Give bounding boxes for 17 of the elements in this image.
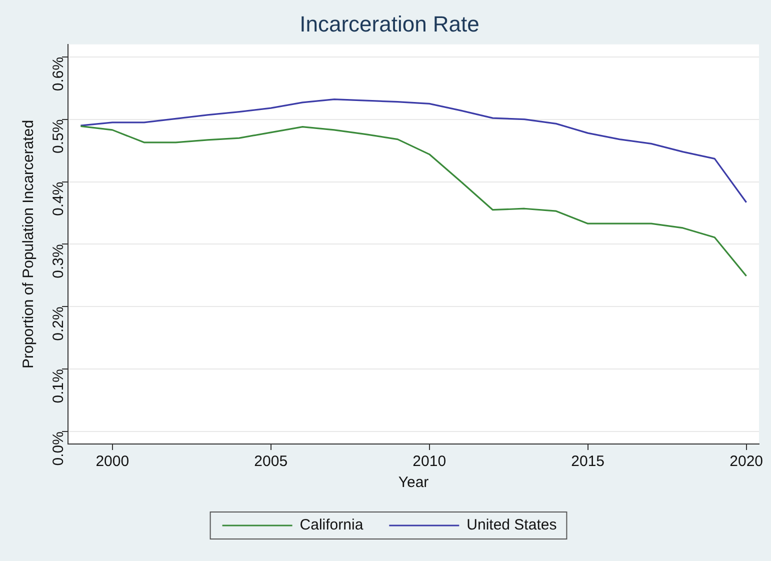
y-tick-label: 0.3% [50,244,68,278]
y-tick-label: 0.5% [50,119,68,154]
y-tick-label: 0.2% [50,306,68,341]
y-axis-title: Proportion of Population Incarcerated [20,120,38,368]
y-tick-label: 0.4% [50,182,68,216]
x-tick-label: 2015 [571,453,605,470]
x-tick-label: 2000 [96,453,130,470]
x-tick-label: 2005 [254,453,288,470]
x-tick-label: 2010 [412,453,446,470]
chart-title: Incarceration Rate [300,11,480,36]
y-tick-label: 0.0% [50,432,68,466]
legend-label: United States [466,516,557,534]
legend-label: California [300,516,364,534]
y-tick-label: 0.6% [50,56,68,92]
x-tick-label: 2020 [730,453,764,470]
y-tick-label: 0.1% [50,369,68,404]
x-axis-title: Year [398,474,429,492]
